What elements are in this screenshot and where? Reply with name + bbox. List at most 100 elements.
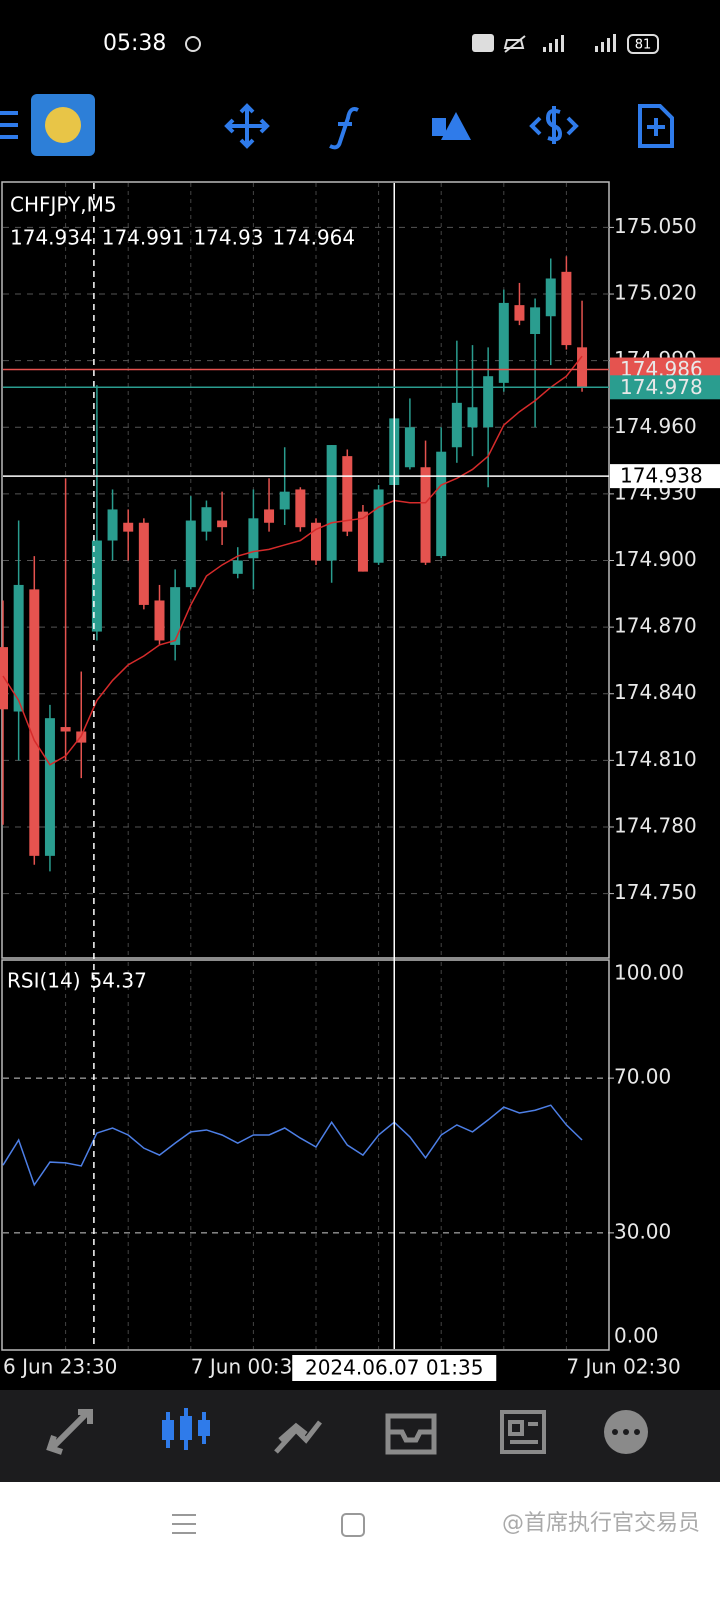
- candle-body: [123, 522, 134, 532]
- candle-body: [264, 509, 275, 523]
- new-chart-plus: [647, 118, 665, 136]
- candle-body: [60, 727, 71, 732]
- crosshair-button[interactable]: [224, 103, 270, 149]
- trade-button[interactable]: [529, 106, 579, 144]
- mute-icon: [503, 35, 526, 53]
- candle-body: [404, 427, 415, 468]
- y-tick-label: 70.00: [614, 1065, 671, 1089]
- y-tick-label: 174.960: [614, 414, 697, 438]
- quote-high: 174.991: [102, 226, 185, 250]
- chart-tab-icon: [162, 1416, 210, 1440]
- moving-average: [2, 355, 583, 766]
- quotes-tab[interactable]: [46, 1409, 93, 1455]
- y-tick-label: 175.020: [614, 281, 697, 305]
- toolbar: [0, 94, 674, 156]
- y-tick-label: 174.870: [614, 614, 697, 638]
- signal-icon: [595, 34, 616, 52]
- y-tick-label: 174.810: [614, 747, 697, 771]
- candle-body: [170, 587, 181, 645]
- candle-body: [217, 520, 228, 528]
- y-tick-label: 174.750: [614, 880, 697, 904]
- candle-body: [279, 491, 290, 510]
- dot: [623, 1429, 629, 1435]
- candle-body: [451, 402, 462, 448]
- news-tab[interactable]: [500, 1410, 546, 1454]
- dot: [612, 1429, 618, 1435]
- dot: [634, 1429, 640, 1435]
- home-button[interactable]: [341, 1513, 365, 1537]
- y-tick-label: 0.00: [614, 1324, 659, 1348]
- rsi-frame: [1, 959, 610, 1351]
- trade-tab[interactable]: [274, 1420, 322, 1454]
- crosshair-price-box: [610, 464, 720, 489]
- candle-body: [514, 305, 525, 321]
- candle-body: [232, 560, 243, 574]
- vpn-icon: [472, 34, 494, 52]
- rsi-value: 54.37: [90, 969, 147, 993]
- candle-body: [295, 489, 306, 528]
- y-tick-label: 100.00: [614, 961, 684, 985]
- y-tick-label: 174.780: [614, 813, 697, 837]
- candle-body: [436, 451, 447, 557]
- menu-button[interactable]: [0, 111, 18, 139]
- candle-body: [498, 302, 509, 383]
- status-icon: [185, 36, 201, 52]
- y-tick-label: 174.900: [614, 547, 697, 571]
- candle-body: [13, 584, 24, 712]
- system-nav: [0, 1482, 720, 1600]
- crosshair-price: 174.938: [620, 464, 703, 488]
- bid-label-box: [610, 375, 720, 400]
- candle-body: [545, 278, 556, 317]
- x-tick-label: 7 Jun 00:30: [191, 1355, 305, 1379]
- candle-body: [357, 511, 368, 572]
- candle-body: [91, 540, 102, 632]
- quote-close: 174.964: [272, 226, 355, 250]
- battery: [627, 34, 659, 54]
- app-logo: [45, 107, 81, 143]
- bottom-nav: [0, 1390, 720, 1482]
- signal-icon: [543, 35, 564, 52]
- symbol: CHFJPY,M5: [10, 193, 117, 217]
- y-tick-label: 174.840: [614, 680, 697, 704]
- candle-body: [342, 456, 353, 532]
- candle-body: [201, 507, 212, 532]
- bottom-nav-icons: [46, 1408, 648, 1455]
- candle-body: [44, 718, 55, 856]
- candle-body: [561, 271, 572, 346]
- candle-body: [577, 347, 588, 388]
- objects-button[interactable]: [432, 112, 471, 140]
- crosshair-time: 2024.06.07 01:35: [305, 1356, 484, 1380]
- chart-frame: [1, 181, 610, 959]
- watermark: @首席执行官交易员: [502, 1511, 700, 1536]
- candle-body: [107, 509, 118, 541]
- candle-body: [326, 445, 337, 561]
- candle-body: [373, 489, 384, 563]
- quote-open: 174.934: [10, 226, 93, 250]
- marks: [0, 256, 588, 1187]
- candle-body: [311, 522, 321, 561]
- x-tick-label: 7 Jun 02:30: [566, 1355, 680, 1379]
- candle-body: [420, 467, 431, 563]
- rsi-line: [2, 1104, 583, 1187]
- candle-body: [154, 600, 165, 641]
- candle-body: [483, 376, 494, 428]
- recents-button[interactable]: [172, 1514, 196, 1534]
- battery-level: 81: [635, 38, 652, 53]
- history-tab[interactable]: [385, 1413, 437, 1455]
- clock: 05:38: [103, 31, 166, 56]
- candle-body: [138, 522, 149, 605]
- y-tick-label: 175.050: [614, 214, 697, 238]
- indicators-button[interactable]: [329, 107, 359, 150]
- candle-body: [248, 518, 259, 559]
- y-tick-label: 30.00: [614, 1219, 671, 1243]
- x-tick-label: 6 Jun 23:30: [3, 1355, 117, 1379]
- new-chart-button[interactable]: [638, 104, 674, 148]
- quote-low: 174.93: [193, 226, 263, 250]
- bid-label: 174.978: [620, 375, 703, 399]
- candle-body: [467, 407, 478, 428]
- candle-body: [530, 307, 541, 335]
